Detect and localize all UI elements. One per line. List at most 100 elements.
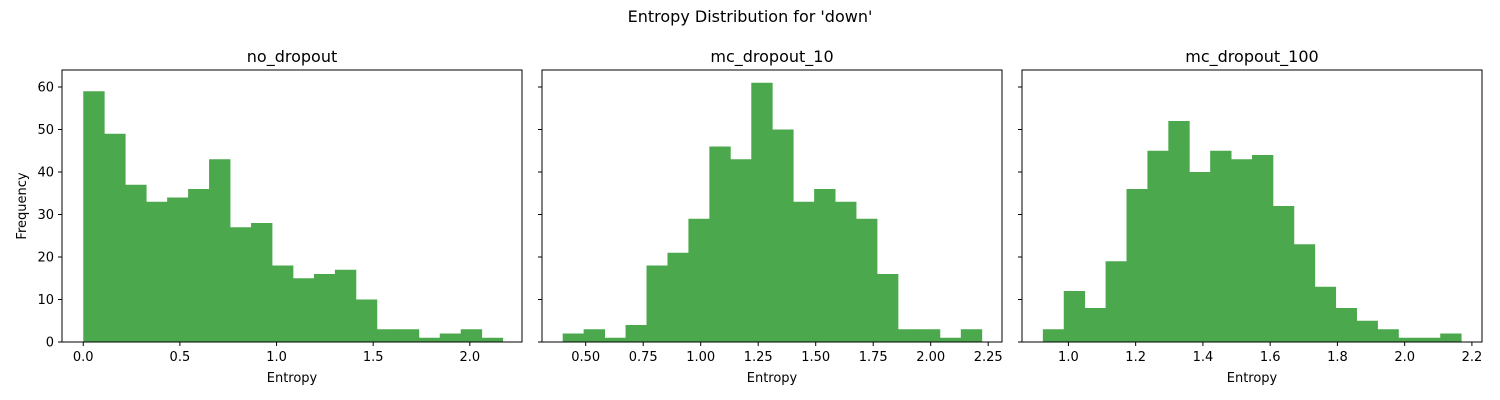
histogram-bar [835, 201, 857, 342]
histogram-bar [439, 333, 462, 342]
histogram-bar [772, 129, 794, 342]
x-tick-label: 1.0 [266, 350, 287, 365]
x-tick-label: 1.4 [1193, 350, 1214, 365]
x-tick-label: 1.50 [801, 350, 830, 365]
x-tick-label: 1.75 [859, 350, 888, 365]
histogram-bar [376, 329, 399, 342]
histogram-bar [1314, 286, 1337, 342]
x-tick-label: 0.0 [73, 350, 94, 365]
histogram-bar [562, 333, 585, 342]
x-tick-label: 0.5 [170, 350, 191, 365]
histogram-bar [709, 146, 731, 342]
x-tick-label: 1.00 [686, 350, 715, 365]
histogram-bar [646, 265, 668, 342]
subplot-title: no_dropout [247, 47, 337, 67]
histogram-bar [83, 91, 105, 342]
histogram-bar [1063, 291, 1086, 342]
axes-frame [541, 69, 1003, 343]
y-tick-label: 30 [37, 208, 54, 223]
histogram-bar [960, 329, 983, 342]
histogram-bar [272, 265, 294, 342]
x-tick-label: 2.00 [916, 350, 945, 365]
x-tick-label: 0.50 [571, 350, 600, 365]
histogram-bar [583, 329, 605, 342]
histogram-bar [1440, 333, 1462, 342]
subplots: 0.0 0.5 1.0 1.5 2.00102030405060no_dropoutEn… [15, 47, 1483, 386]
histogram-bar [1335, 308, 1357, 342]
histogram-bar [125, 184, 147, 342]
x-tick-label: 1.25 [744, 350, 773, 365]
x-tick-label: 1.0 [1058, 350, 1079, 365]
histogram-bar [334, 269, 357, 342]
histogram-bar [897, 329, 920, 342]
histogram-bar [251, 223, 273, 342]
y-tick-label: 40 [37, 166, 54, 181]
histogram-bar [104, 133, 126, 342]
y-tick-label: 0 [46, 336, 54, 351]
histogram-bar [292, 278, 315, 342]
x-tick-label: 1.8 [1327, 350, 1348, 365]
histogram-bar [939, 337, 962, 342]
histogram-bar [1252, 155, 1274, 342]
histogram-bar [1042, 329, 1065, 342]
histogram-bar [1084, 308, 1106, 342]
histogram-bar [1147, 150, 1169, 342]
histogram-bar [688, 218, 710, 342]
figure-title: Entropy Distribution for 'down' [628, 7, 873, 26]
histogram-bar [1377, 329, 1399, 342]
histogram-bar [209, 159, 231, 342]
subplot-title: mc_dropout_10 [710, 47, 833, 67]
y-tick-label: 10 [37, 293, 54, 308]
subplot-mc_dropout_10: 0.50 0.75 1.00 1.25 1.50 1.75 2.00 2.25 mc_dropo… [538, 47, 1003, 386]
histogram-bar [167, 197, 189, 342]
histogram-bar [1189, 172, 1211, 342]
x-tick-label: 1.5 [363, 350, 384, 365]
x-tick-label: 2.0 [459, 350, 480, 365]
y-tick-label: 50 [37, 123, 54, 138]
histogram-bar [877, 274, 899, 342]
histogram-bar [146, 201, 168, 342]
subplot-no_dropout: 0.0 0.5 1.0 1.5 2.0 0 10 20 30 40 50 60 no_dropout En… [15, 47, 523, 386]
x-axis-label: Entropy [747, 371, 798, 386]
histogram-bar [730, 159, 752, 342]
histogram-bar [751, 82, 773, 342]
histogram-bar [397, 329, 420, 342]
histogram-bar [188, 189, 210, 342]
axes-frame [61, 69, 523, 343]
histogram-bar [460, 329, 483, 342]
subplot-mc_dropout_100: 1.0 1.2 1.4 1.6 1.8 2.0 2.2 mc_dropout_100 Entro… [1018, 47, 1483, 386]
histogram-bar [1210, 150, 1232, 342]
histogram-bar [1231, 159, 1253, 342]
histogram-bar [313, 274, 336, 342]
histogram-bar [1272, 206, 1295, 342]
histogram-bar [814, 189, 836, 342]
histogram-bar [1126, 189, 1148, 342]
y-axis-label: Frequency [15, 172, 30, 239]
histogram-bar [1105, 261, 1127, 342]
x-axis-label: Entropy [267, 371, 318, 386]
axes-frame [1021, 69, 1483, 343]
x-axis-label: Entropy [1227, 371, 1278, 386]
x-tick-label: 0.75 [629, 350, 658, 365]
y-tick-label: 20 [37, 251, 54, 266]
histogram-bar [230, 227, 252, 342]
histogram-bar [667, 252, 689, 342]
x-tick-label: 2.0 [1394, 350, 1415, 365]
histogram-bar [418, 337, 441, 342]
y-tick-label: 60 [37, 81, 54, 96]
histogram-bar [918, 329, 941, 342]
histogram-bar [355, 299, 378, 342]
subplot-title: mc_dropout_100 [1185, 47, 1318, 67]
histogram-bar [1356, 320, 1378, 342]
x-tick-label: 1.6 [1260, 350, 1281, 365]
histogram-bar [856, 218, 878, 342]
x-tick-label: 1.2 [1125, 350, 1146, 365]
histogram-bar [625, 325, 647, 342]
histogram-bar [1293, 244, 1316, 342]
histogram-bar [604, 337, 626, 342]
x-tick-label: 2.2 [1462, 350, 1483, 365]
histogram-bar [1419, 337, 1441, 342]
histogram-bar [793, 201, 815, 342]
x-tick-label: 2.25 [974, 350, 1003, 365]
